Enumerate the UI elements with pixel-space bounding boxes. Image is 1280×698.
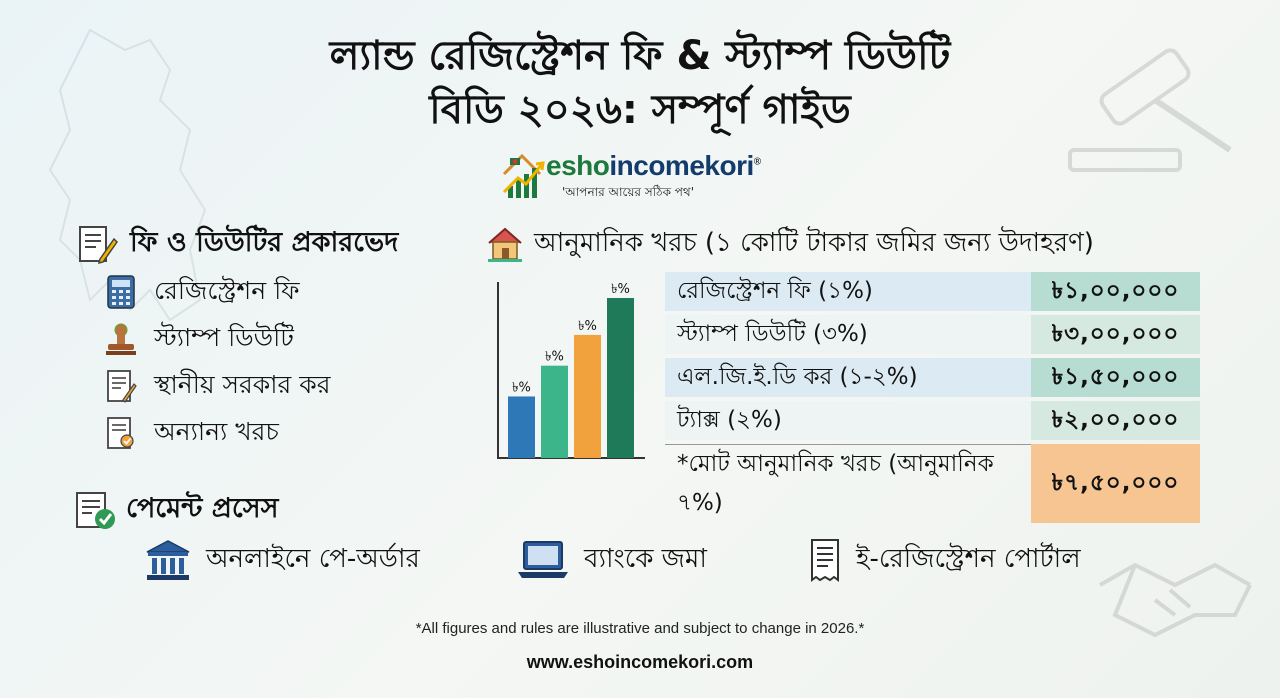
document-check-icon <box>76 491 115 529</box>
chart-bar <box>508 396 535 458</box>
cost-heading: আনুমানিক খরচ (১ কোটি টাকার জমির জন্য উদা… <box>486 222 1094 266</box>
bank-icon <box>144 538 192 582</box>
disclaimer: *All figures and rules are illustrative … <box>415 620 865 637</box>
brand-logo: eshoincomekori® 'আপনার আয়ের সঠিক পথ' <box>500 148 800 204</box>
types-list: রেজিস্ট্রেশন ফি স্ট্যাম্প ডিউটি স্থানীয়… <box>104 271 331 454</box>
cost-table: রেজিস্ট্রেশন ফি (১%) ৳১,০০,০০০ স্ট্যাম্প… <box>665 268 1200 527</box>
cost-label: এল.জি.ই.ডি কর (১-২%) <box>665 358 1031 397</box>
table-row: রেজিস্ট্রেশন ফি (১%) ৳১,০০,০০০ <box>665 272 1200 311</box>
title-line-2: বিডি ২০২৬: সম্পূর্ণ গাইড <box>429 87 851 133</box>
bangladesh-map-icon <box>48 28 207 322</box>
table-row: এল.জি.ই.ডি কর (১-২%) ৳১,৫০,০০০ <box>665 358 1200 397</box>
brand-tagline: 'আপনার আয়ের সঠিক পথ' <box>562 185 695 199</box>
total-label: *মোট আনুমানিক খরচ (আনুমানিক ৭%) <box>665 444 1031 523</box>
cost-value: ৳২,০০,০০০ <box>1031 401 1200 440</box>
document-pencil-icon <box>79 225 118 264</box>
payment-item-online: অনলাইনে পে-অর্ডার <box>144 538 420 582</box>
cost-value: ৳১,০০,০০০ <box>1031 272 1200 311</box>
payment-item-portal: ই-রেজিস্ট্রেশন পোর্টাল <box>808 538 1081 582</box>
types-heading: ফি ও ডিউটির প্রকারভেদ <box>76 222 398 267</box>
cost-bar-chart: ৳% ৳% ৳% ৳% <box>497 282 645 459</box>
website-link[interactable]: www.eshoincomekori.com <box>526 652 754 672</box>
chart-bar-label: ৳% <box>578 319 597 334</box>
chart-bar <box>574 334 601 458</box>
handshake-icon <box>1099 562 1252 638</box>
document-pen-icon <box>104 369 138 403</box>
cost-label: রেজিস্ট্রেশন ফি (১%) <box>665 272 1031 311</box>
document-check-icon <box>104 416 138 450</box>
receipt-icon <box>808 538 842 582</box>
cost-value: ৳৩,০০,০০০ <box>1031 315 1200 354</box>
chart-bar-label: ৳% <box>512 380 531 395</box>
chart-bar-label: ৳% <box>545 350 564 365</box>
table-row-total: *মোট আনুমানিক খরচ (আনুমানিক ৭%) ৳৭,৫০,০০… <box>665 444 1200 523</box>
gavel-icon <box>1068 48 1232 172</box>
growth-chart-logo-icon <box>502 153 545 198</box>
house-icon <box>488 227 522 262</box>
cost-label: স্ট্যাম্প ডিউটি (৩%) <box>665 315 1031 354</box>
chart-bar-label: ৳% <box>611 282 630 297</box>
calculator-icon <box>104 275 138 309</box>
list-item: রেজিস্ট্রেশন ফি <box>104 271 331 313</box>
list-item: স্ট্যাম্প ডিউটি <box>104 318 331 360</box>
list-item: অন্যান্য খরচ <box>104 412 331 454</box>
chart-bar <box>541 365 568 458</box>
cost-label: ট্যাক্স (২%) <box>665 401 1031 440</box>
chart-bar <box>607 298 634 458</box>
payment-heading: পেমেন্ট প্রসেস <box>74 488 278 533</box>
stamp-icon <box>104 322 138 356</box>
title-line-1: ল্যান্ড রেজিস্ট্রেশন ফি & স্ট্যাম্প ডিউট… <box>329 33 951 79</box>
total-value: ৳৭,৫০,০০০ <box>1031 444 1200 523</box>
cost-value: ৳১,৫০,০০০ <box>1031 358 1200 397</box>
table-row: স্ট্যাম্প ডিউটি (৩%) ৳৩,০০,০০০ <box>665 315 1200 354</box>
brand-name: eshoincomekori® <box>546 150 761 181</box>
payment-item-bank: ব্যাংকে জমা <box>516 538 707 582</box>
list-item: স্থানীয় সরকার কর <box>104 365 331 407</box>
table-row: ট্যাক্স (২%) ৳২,০০,০০০ <box>665 401 1200 440</box>
laptop-icon <box>516 539 570 581</box>
